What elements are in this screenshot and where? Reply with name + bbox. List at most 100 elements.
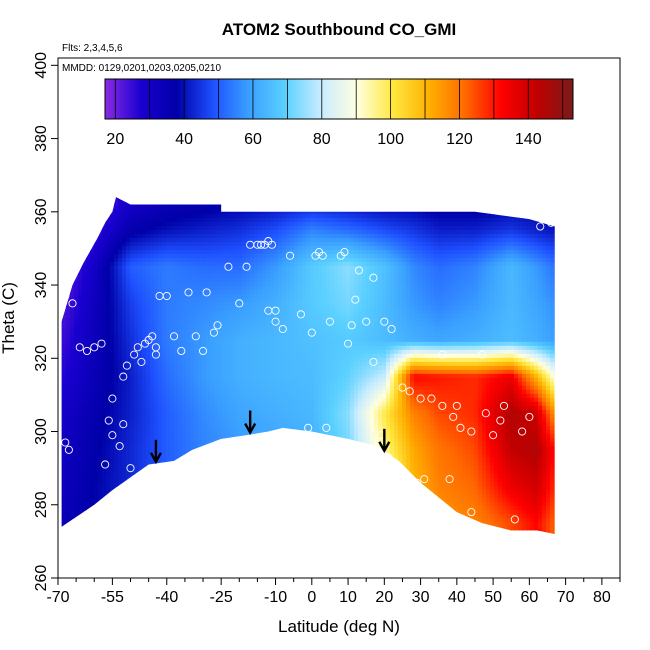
heat-cell: [230, 513, 235, 519]
heat-cell: [270, 377, 275, 383]
heat-cell: [98, 538, 103, 543]
heat-cell: [114, 345, 119, 351]
heat-cell: [270, 293, 275, 299]
heat-cell: [170, 513, 175, 519]
heat-cell: [258, 365, 263, 371]
heat-cell: [70, 517, 75, 523]
heat-cell: [70, 477, 75, 483]
heat-cell: [210, 197, 215, 203]
heat-cell: [110, 457, 115, 463]
heat-cell: [222, 457, 227, 463]
heat-cell: [238, 305, 243, 311]
heat-cell: [250, 357, 255, 363]
heat-cell: [238, 249, 243, 255]
heat-cell: [158, 441, 163, 447]
heat-cell: [106, 441, 111, 447]
heat-cell: [246, 465, 251, 471]
heat-cell: [206, 237, 211, 243]
heat-cell: [98, 417, 103, 423]
heat-cell: [242, 417, 247, 423]
heat-cell: [122, 401, 127, 407]
heat-cell: [214, 237, 219, 243]
heat-cell: [98, 513, 103, 519]
heat-cell: [246, 385, 251, 391]
heat-cell: [146, 309, 151, 315]
heat-cell: [170, 229, 175, 235]
heat-cell: [126, 269, 131, 275]
heat-cell: [282, 441, 287, 447]
heat-cell: [66, 365, 71, 371]
heat-cell: [158, 333, 163, 339]
heat-cell: [242, 349, 247, 355]
heat-cell: [182, 301, 187, 307]
heat-cell: [98, 289, 103, 295]
heat-cell: [130, 225, 135, 231]
heat-cell: [82, 317, 87, 323]
heat-cell: [74, 497, 79, 503]
heat-cell: [174, 381, 179, 387]
heat-cell: [166, 205, 171, 211]
heat-cell: [282, 405, 287, 411]
heat-cell: [262, 489, 267, 495]
heat-cell: [61, 417, 63, 423]
heat-cell: [98, 529, 103, 535]
heat-cell: [102, 397, 107, 403]
heat-cell: [146, 393, 151, 399]
heat-cell: [254, 501, 259, 507]
heat-cell: [270, 361, 275, 367]
heat-cell: [250, 297, 255, 303]
heat-cell: [190, 497, 195, 503]
heat-cell: [166, 277, 171, 283]
heat-cell: [78, 237, 83, 243]
heat-cell: [170, 233, 175, 239]
heat-cell: [74, 393, 79, 399]
heat-cell: [246, 457, 251, 463]
heat-cell: [258, 261, 263, 267]
heat-cell: [162, 477, 167, 483]
heat-cell: [98, 297, 103, 303]
heat-cell: [182, 213, 187, 219]
heat-cell: [62, 425, 67, 431]
heat-cell: [198, 373, 203, 379]
heat-cell: [98, 473, 103, 479]
heat-cell: [242, 489, 247, 495]
heat-cell: [226, 301, 231, 307]
heat-cell: [274, 453, 279, 459]
heat-cell: [150, 301, 155, 307]
heat-cell: [130, 269, 135, 275]
heat-cell: [126, 497, 131, 503]
heat-cell: [114, 349, 119, 355]
heat-cell: [206, 241, 211, 247]
heat-cell: [118, 325, 123, 331]
heat-cell: [138, 341, 143, 347]
heat-cell: [266, 277, 271, 283]
heat-cell: [62, 281, 67, 287]
heat-cell: [246, 413, 251, 419]
heat-cell: [274, 501, 279, 507]
heat-cell: [254, 405, 259, 411]
heat-cell: [246, 253, 251, 259]
heat-cell: [134, 201, 139, 207]
heat-cell: [162, 197, 167, 203]
heat-cell: [182, 533, 187, 535]
heat-cell: [254, 461, 259, 467]
heat-cell: [198, 505, 203, 511]
heat-cell: [242, 401, 247, 407]
heat-cell: [154, 297, 159, 303]
heat-cell: [98, 257, 103, 263]
heat-cell: [114, 329, 119, 335]
heat-cell: [230, 389, 235, 395]
heat-cell: [61, 429, 63, 435]
heat-cell: [234, 209, 239, 215]
heat-cell: [250, 445, 255, 451]
heat-cell: [254, 265, 259, 271]
heat-cell: [138, 197, 143, 203]
heat-cell: [194, 521, 199, 527]
heat-cell: [162, 225, 167, 231]
heat-cell: [246, 337, 251, 343]
heat-cell: [234, 425, 239, 431]
heat-cell: [61, 517, 63, 523]
heat-cell: [106, 337, 111, 343]
heat-cell: [182, 309, 187, 315]
heat-cell: [238, 261, 243, 267]
